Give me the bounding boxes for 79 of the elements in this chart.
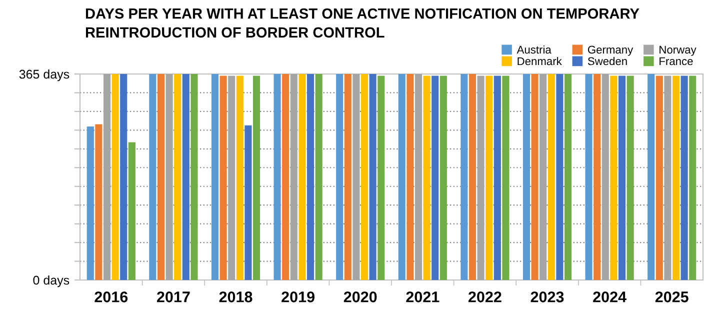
y-tick-label: 0 days (33, 275, 70, 288)
bar (360, 74, 368, 280)
bar (190, 74, 198, 280)
x-tick-label: 2023 (530, 292, 564, 302)
legend-label: Sweden (588, 56, 627, 66)
bar (157, 74, 165, 280)
bar (648, 74, 655, 280)
bar (423, 76, 430, 280)
x-tick-label: 2025 (655, 292, 688, 302)
legend-label: Germany (588, 46, 634, 56)
bar (432, 76, 439, 280)
bar (460, 74, 468, 280)
y-tick-label: 365 days (19, 69, 70, 82)
bar (228, 76, 236, 280)
bar (86, 126, 94, 280)
bar (211, 74, 219, 280)
bar (656, 76, 663, 280)
bar (548, 74, 555, 280)
bar (398, 74, 406, 280)
bar (672, 76, 680, 280)
bar (610, 76, 618, 280)
bar (120, 74, 128, 280)
bar (689, 76, 696, 280)
legend-label: Denmark (518, 56, 562, 66)
bar (664, 76, 672, 280)
x-tick-label: 2021 (406, 292, 440, 302)
bar (406, 74, 414, 280)
legend-label: Norway (660, 46, 696, 56)
bar (166, 74, 173, 280)
bar (531, 74, 538, 280)
chart-title: DAYS PER YEAR WITH AT LEAST ONE ACTIVE NOTIFICATION ON TEMPORARY REINTRODUCTION OF BORDER CONTROL (86, 8, 640, 38)
bar (274, 74, 281, 280)
bar (112, 74, 119, 280)
x-tick-label: 2017 (156, 292, 190, 302)
bar (236, 76, 244, 280)
bar (182, 74, 190, 280)
bar (378, 76, 385, 280)
bar (494, 76, 501, 280)
bar (352, 74, 360, 280)
x-tick-label: 2018 (219, 292, 252, 302)
bar (336, 74, 344, 280)
bar (594, 74, 601, 280)
bar (298, 74, 306, 280)
bar (680, 76, 688, 280)
bar (486, 76, 493, 280)
x-tick-label: 2016 (94, 292, 128, 302)
bar (344, 74, 352, 280)
bar (306, 74, 314, 280)
x-tick-label: 2024 (593, 292, 626, 302)
bar (585, 74, 592, 280)
bar (414, 74, 422, 280)
bar (564, 74, 572, 280)
bar (468, 74, 476, 280)
bar (290, 74, 298, 280)
bar (174, 74, 182, 280)
bar (556, 74, 564, 280)
x-tick-label: 2019 (282, 292, 314, 302)
x-tick-label: 2020 (344, 292, 377, 302)
bar (522, 74, 530, 280)
bar (282, 74, 290, 280)
bar (618, 76, 626, 280)
bar (369, 74, 376, 280)
bar (602, 74, 609, 280)
x-tick-label: 2022 (468, 292, 502, 302)
bar (95, 124, 102, 280)
bar (220, 76, 227, 280)
bar (440, 76, 447, 280)
legend-label: Austria (516, 45, 552, 54)
bar (252, 76, 260, 280)
bar (128, 142, 136, 280)
bar (315, 74, 322, 280)
bar (626, 76, 634, 280)
bar (502, 76, 510, 280)
bar (149, 74, 156, 280)
bar (103, 74, 111, 280)
bar (477, 76, 484, 280)
legend-label: France (660, 57, 693, 66)
bar (540, 74, 547, 280)
bar (244, 125, 252, 280)
